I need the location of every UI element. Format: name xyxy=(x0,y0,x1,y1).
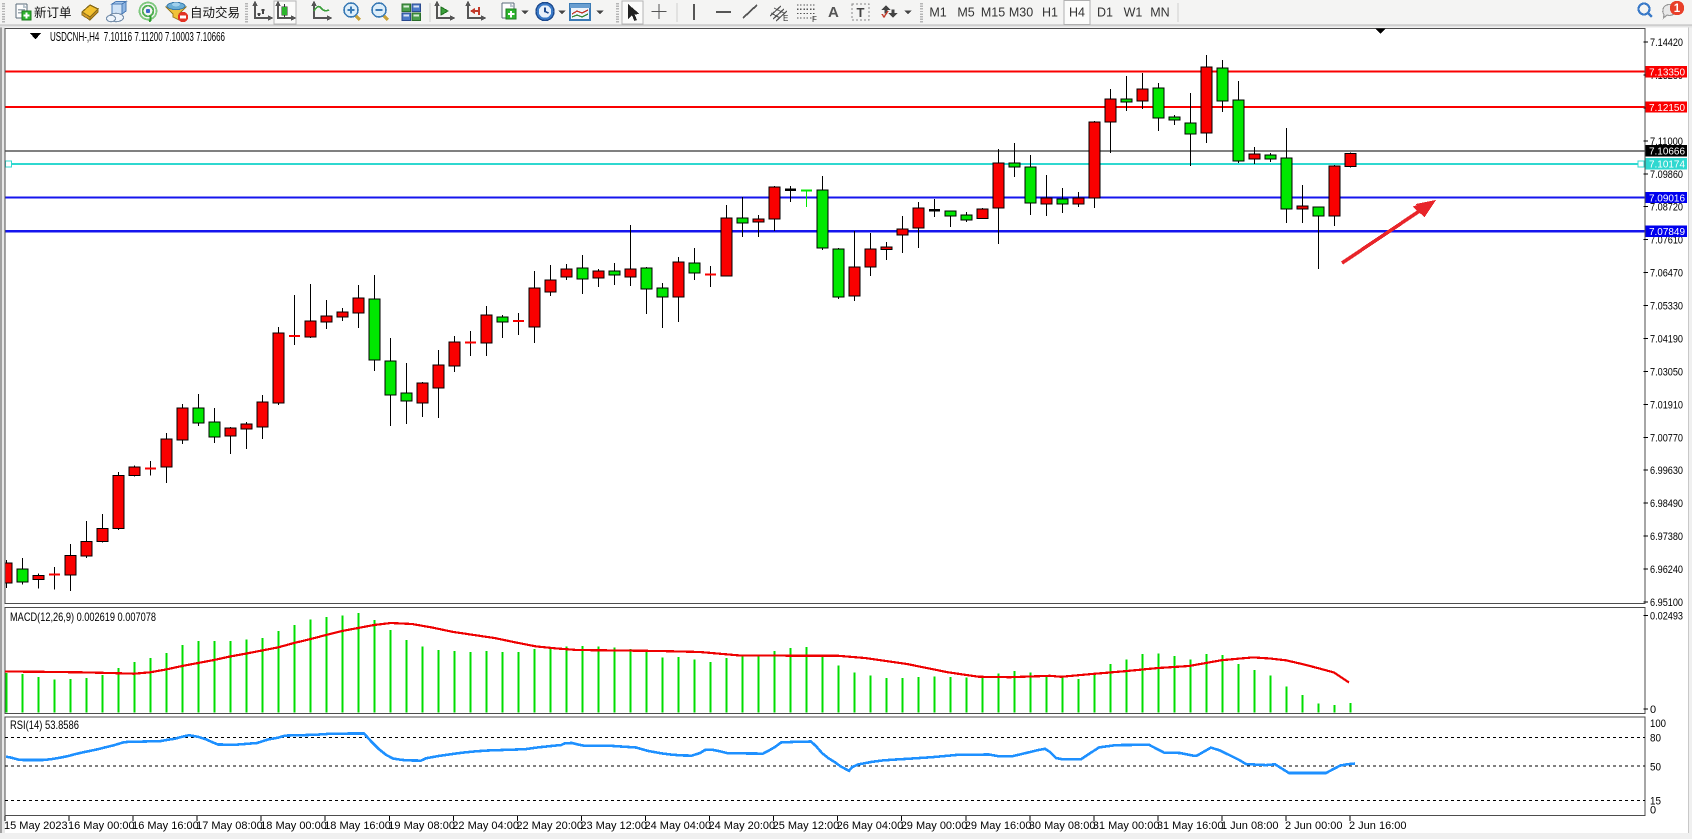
svg-text:D1: D1 xyxy=(1097,6,1113,20)
svg-text:USDCNH-,H4 7.10116 7.11200 7.: USDCNH-,H4 7.10116 7.11200 7.10003 7.106… xyxy=(50,30,225,44)
svg-text:22 May 20:00: 22 May 20:00 xyxy=(516,820,583,832)
svg-text:M5: M5 xyxy=(957,6,974,20)
svg-text:0.02493: 0.02493 xyxy=(1650,611,1683,623)
svg-text:7.14420: 7.14420 xyxy=(1650,37,1683,49)
svg-text:6.97380: 6.97380 xyxy=(1650,531,1683,543)
svg-text:W1: W1 xyxy=(1124,6,1143,20)
svg-text:16 May 16:00: 16 May 16:00 xyxy=(132,820,199,832)
svg-text:0: 0 xyxy=(1650,704,1656,716)
svg-text:2 Jun 00:00: 2 Jun 00:00 xyxy=(1285,820,1343,832)
svg-text:T: T xyxy=(857,5,865,20)
svg-text:F: F xyxy=(812,15,817,24)
svg-text:7.05330: 7.05330 xyxy=(1650,301,1683,313)
svg-text:7.12150: 7.12150 xyxy=(1649,102,1685,114)
svg-text:7.01910: 7.01910 xyxy=(1650,399,1683,411)
svg-text:MN: MN xyxy=(1150,6,1169,20)
svg-text:7.10174: 7.10174 xyxy=(1649,159,1685,171)
svg-text:24 May 04:00: 24 May 04:00 xyxy=(645,820,712,832)
svg-text:自动交易: 自动交易 xyxy=(190,5,240,20)
svg-text:18 May 16:00: 18 May 16:00 xyxy=(324,820,391,832)
svg-text:22 May 04:00: 22 May 04:00 xyxy=(452,820,519,832)
svg-text:26 May 04:00: 26 May 04:00 xyxy=(837,820,904,832)
svg-text:6.95100: 6.95100 xyxy=(1650,597,1683,609)
svg-text:6.98490: 6.98490 xyxy=(1650,498,1683,510)
svg-text:RSI(14) 53.8586: RSI(14) 53.8586 xyxy=(10,718,79,732)
svg-text:7.00770: 7.00770 xyxy=(1650,432,1683,444)
svg-text:7.10666: 7.10666 xyxy=(1649,146,1685,158)
svg-text:MACD(12,26,9) 0.002619 0.00707: MACD(12,26,9) 0.002619 0.007078 xyxy=(10,610,156,624)
svg-text:新订单: 新订单 xyxy=(34,5,72,20)
svg-text:19 May 08:00: 19 May 08:00 xyxy=(388,820,455,832)
svg-text:25 May 12:00: 25 May 12:00 xyxy=(773,820,840,832)
svg-text:7.04190: 7.04190 xyxy=(1650,334,1683,346)
svg-text:7.11000: 7.11000 xyxy=(1650,136,1683,148)
svg-text:29 May 00:00: 29 May 00:00 xyxy=(901,820,968,832)
svg-text:31 May 16:00: 31 May 16:00 xyxy=(1157,820,1224,832)
svg-text:30 May 08:00: 30 May 08:00 xyxy=(1029,820,1096,832)
svg-text:6.99630: 6.99630 xyxy=(1650,465,1683,477)
svg-text:7.06470: 7.06470 xyxy=(1650,268,1683,280)
svg-text:0: 0 xyxy=(1650,805,1656,817)
svg-text:7.07610: 7.07610 xyxy=(1650,235,1683,247)
svg-text:7.03050: 7.03050 xyxy=(1650,366,1683,378)
svg-text:E: E xyxy=(783,14,788,23)
svg-text:29 May 16:00: 29 May 16:00 xyxy=(965,820,1032,832)
svg-text:7.13350: 7.13350 xyxy=(1649,67,1685,79)
svg-text:M30: M30 xyxy=(1009,6,1033,20)
svg-text:7.09860: 7.09860 xyxy=(1650,169,1683,181)
svg-text:7.09016: 7.09016 xyxy=(1649,192,1685,204)
svg-text:A: A xyxy=(828,4,839,21)
svg-text:2 Jun 16:00: 2 Jun 16:00 xyxy=(1349,820,1407,832)
svg-text:80: 80 xyxy=(1650,733,1661,745)
svg-text:H4: H4 xyxy=(1069,6,1085,20)
svg-text:17 May 08:00: 17 May 08:00 xyxy=(196,820,263,832)
svg-text:1 Jun 08:00: 1 Jun 08:00 xyxy=(1221,820,1279,832)
svg-text:M15: M15 xyxy=(981,6,1005,20)
svg-text:7.07849: 7.07849 xyxy=(1649,226,1685,238)
svg-text:24 May 20:00: 24 May 20:00 xyxy=(709,820,776,832)
svg-text:6.96240: 6.96240 xyxy=(1650,564,1683,576)
svg-text:15: 15 xyxy=(1650,796,1661,808)
svg-text:H1: H1 xyxy=(1042,6,1058,20)
svg-text:16 May 00:00: 16 May 00:00 xyxy=(68,820,135,832)
svg-text:18 May 00:00: 18 May 00:00 xyxy=(260,820,327,832)
svg-text:7.08720: 7.08720 xyxy=(1650,202,1683,214)
svg-text:23 May 12:00: 23 May 12:00 xyxy=(580,820,647,832)
svg-text:1: 1 xyxy=(1674,3,1681,15)
svg-text:M1: M1 xyxy=(929,6,946,20)
svg-text:31 May 00:00: 31 May 00:00 xyxy=(1093,820,1160,832)
svg-text:15 May 2023: 15 May 2023 xyxy=(4,820,68,832)
svg-text:50: 50 xyxy=(1650,761,1661,773)
svg-text:100: 100 xyxy=(1650,718,1666,730)
